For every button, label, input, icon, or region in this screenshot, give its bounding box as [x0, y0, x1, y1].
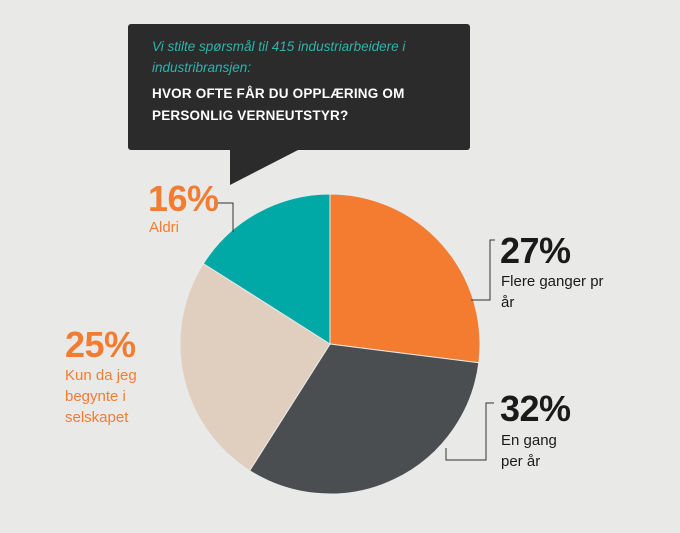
slice-label-kun-da: Kun da jeg begynte i selskapet	[65, 367, 137, 426]
slice-pct-en-gang: 32%	[500, 388, 571, 429]
question-bubble: Vi stilte spørsmål til 415 industriarbei…	[128, 24, 470, 150]
leader-line-aldri	[214, 202, 234, 232]
bubble-question-text: HVOR OFTE FÅR DU OPPLÆRING OM PERSONLIG …	[152, 86, 405, 123]
bubble-intro-text: Vi stilte spørsmål til 415 industriarbei…	[152, 39, 406, 75]
bubble-tail	[230, 149, 300, 185]
slice-pct-aldri: 16%	[148, 178, 219, 219]
slice-pct-kun-da: 25%	[65, 324, 136, 365]
leader-line-en-gang	[445, 402, 494, 461]
pie-slice-flere	[329, 193, 481, 364]
pie-slice-en-gang	[248, 343, 480, 495]
slice-label-en-gang: En gang per år	[501, 432, 557, 470]
leader-line-flere	[471, 239, 495, 301]
slice-pct-flere: 27%	[500, 230, 571, 271]
pie-slice-kun-da	[179, 262, 331, 472]
pie-slice-aldri	[202, 193, 331, 345]
slice-label-aldri: Aldri	[149, 219, 180, 236]
slice-label-flere: Flere ganger pr år	[501, 273, 604, 311]
